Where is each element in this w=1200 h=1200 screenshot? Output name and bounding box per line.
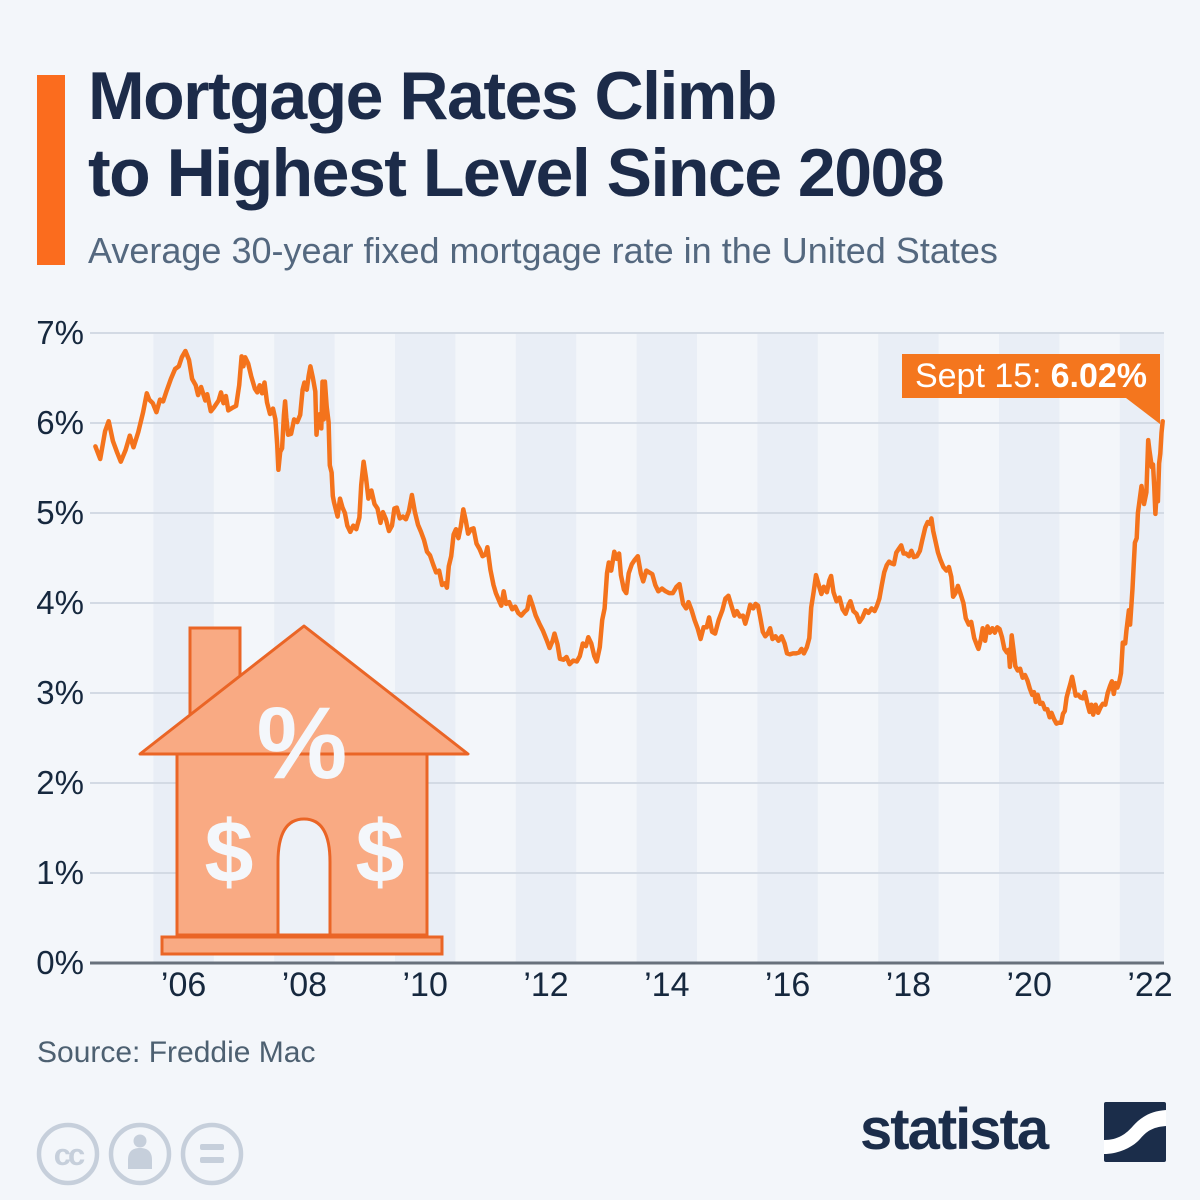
y-tick-label: 6% (36, 404, 84, 441)
y-tick-label: 5% (36, 494, 84, 531)
no-derivatives-icon[interactable] (180, 1122, 244, 1186)
rate-line-group (93, 348, 1165, 726)
y-tick-label: 3% (36, 674, 84, 711)
dollar-symbol-right: $ (356, 802, 405, 901)
y-tick-label: 1% (36, 854, 84, 891)
percent-symbol: % (257, 686, 348, 800)
statista-logo-mark[interactable] (1104, 1102, 1166, 1167)
statista-s-curve-icon (1104, 1102, 1166, 1162)
annotation-date: Sept 15: (914, 356, 1042, 395)
x-tick-label: ’22 (1127, 966, 1173, 1004)
annotation-pointer (1126, 398, 1160, 424)
rate-line (93, 348, 1165, 726)
page-title: Mortgage Rates Climb to Highest Level Si… (88, 58, 945, 212)
statista-wordmark[interactable]: statista (860, 1097, 1049, 1162)
year-stripe (636, 333, 697, 963)
x-tick-label: ’06 (160, 966, 207, 1004)
source-note: Source: Freddie Mac (37, 1036, 316, 1069)
house-door (276, 817, 332, 937)
house-roof (138, 624, 470, 756)
x-tick-label: ’10 (402, 966, 448, 1004)
x-tick-label: ’16 (764, 966, 811, 1004)
equals-glyph (200, 1144, 224, 1163)
attribution-person-glyph (128, 1134, 152, 1169)
cc-letters: cc (54, 1137, 85, 1172)
dollar-symbol-left: $ (205, 802, 254, 901)
attribution-icon[interactable] (108, 1122, 172, 1186)
year-stripe (878, 333, 939, 963)
annotation-value: 6.02% (1050, 356, 1148, 395)
y-tick-label: 2% (36, 764, 84, 801)
title-line-1: Mortgage Rates Climb (88, 58, 777, 134)
title-line-2: to Highest Level Since 2008 (88, 135, 945, 211)
house-base (160, 935, 444, 956)
house-icon: % $ $ (138, 624, 470, 956)
x-tick-label: ’08 (281, 966, 328, 1004)
cc-license[interactable]: cc (33, 1120, 248, 1195)
cc-icon[interactable] (36, 1122, 100, 1186)
subtitle: Average 30-year fixed mortgage rate in t… (88, 230, 998, 271)
x-tick-label: ’20 (1006, 966, 1052, 1004)
x-tick-label: ’14 (644, 966, 690, 1004)
y-tick-label: 0% (36, 944, 84, 981)
y-tick-label: 4% (36, 584, 84, 621)
year-stripe (515, 333, 577, 963)
x-tick-label: ’18 (885, 966, 932, 1004)
year-stripe (1119, 333, 1164, 963)
cc-license-icons[interactable]: cc (33, 1120, 248, 1190)
annotation-badge: Sept 15: 6.02% (902, 354, 1160, 424)
accent-bar (37, 75, 65, 265)
y-tick-label: 7% (36, 314, 84, 351)
x-tick-label: ’12 (523, 966, 569, 1004)
